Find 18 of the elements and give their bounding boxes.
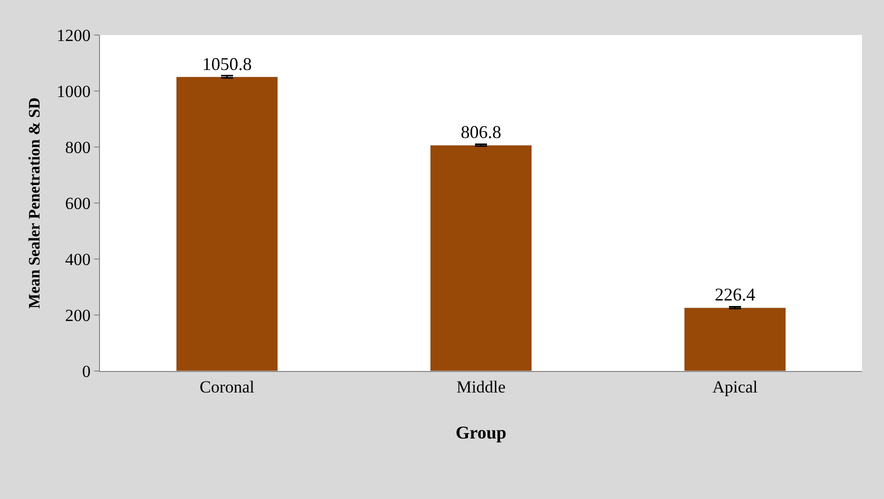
y-axis-title: Mean Sealer Penetration & SD: [26, 97, 44, 309]
y-tick-label: 400: [65, 250, 91, 269]
y-tick-label: 1200: [56, 26, 91, 45]
x-axis-title: Group: [456, 422, 506, 442]
data-label: 806.8: [460, 122, 502, 142]
bar: [176, 76, 278, 371]
y-tick-label: 800: [65, 138, 91, 157]
x-tick-label: Middle: [456, 377, 506, 396]
x-tick-label: Apical: [712, 377, 758, 396]
y-tick-label: 0: [82, 362, 91, 381]
bar: [684, 307, 786, 371]
bar: [430, 144, 532, 371]
data-label: 226.4: [714, 284, 756, 305]
x-tick-label: Coronal: [200, 377, 255, 396]
data-label: 1050.8: [202, 54, 252, 74]
y-tick-label: 200: [65, 306, 91, 325]
y-tick-label: 1000: [56, 82, 91, 101]
y-tick-label: 600: [65, 194, 91, 213]
